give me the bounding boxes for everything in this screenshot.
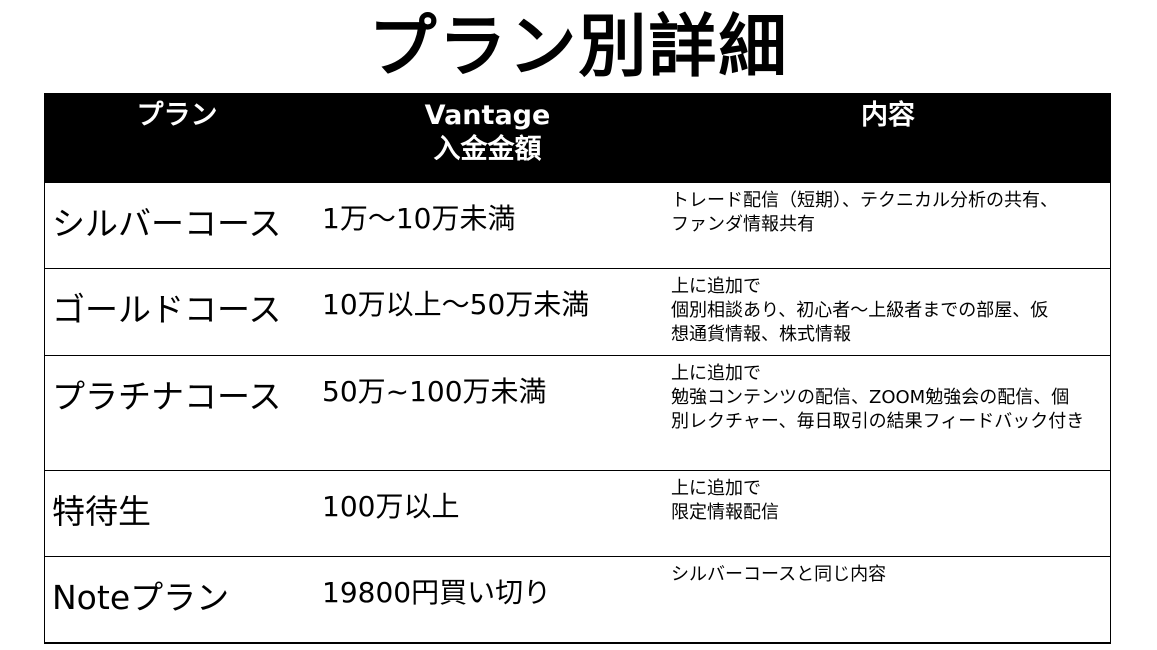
plan-table: プラン Vantage 入金金額 内容 シルバーコース 1万～10万未満 トレード配信… [44, 93, 1111, 643]
content-line: 上に追加で [671, 478, 761, 499]
deposit-amount: 10万以上～50万未満 [310, 268, 665, 356]
plan-name: 特待生 [44, 470, 310, 557]
content-line: シルバーコースと同じ内容 [671, 564, 887, 585]
table-row: シルバーコース 1万～10万未満 トレード配信（短期）、テクニカル分析の共有、 ファン… [44, 182, 1111, 269]
content-line: トレード配信（短期）、テクニカル分析の共有、 [671, 190, 1058, 211]
table-header-row: プラン Vantage 入金金額 内容 [44, 93, 1111, 183]
content-line: 想通貨情報、株式情報 [671, 324, 851, 345]
header-amount-line1: Vantage [424, 100, 551, 131]
table-row: Noteプラン 19800円買い切り シルバーコースと同じ内容 [44, 556, 1111, 643]
page-title: プラン別詳細 [368, 8, 789, 87]
deposit-amount: 50万~100万未満 [310, 355, 665, 471]
plan-name: シルバーコース [44, 182, 310, 269]
table-row: プラチナコース 50万~100万未満 上に追加で勉強コンテンツの配信、ZOOM勉強会… [44, 355, 1111, 471]
header-amount-line2: 入金金額 [433, 134, 542, 165]
plan-content: 上に追加で限定情報配信 [665, 470, 1111, 557]
header-content: 内容 [665, 93, 1111, 183]
content-line: 限定情報配信 [671, 502, 779, 523]
content-line: 別レクチャー、毎日取引の結果フィードバック付き [671, 411, 1085, 432]
plan-content: トレード配信（短期）、テクニカル分析の共有、 ファンダ情報共有 [665, 182, 1111, 269]
deposit-amount: 1万～10万未満 [310, 182, 665, 269]
header-amount: Vantage 入金金額 [310, 93, 665, 183]
content-line: 勉強コンテンツの配信、ZOOM勉強会の配信、個 [671, 387, 1070, 408]
content-line: 上に追加で [671, 363, 761, 384]
plan-name: プラチナコース [44, 355, 310, 471]
deposit-amount: 100万以上 [310, 470, 665, 557]
plan-content: シルバーコースと同じ内容 [665, 556, 1111, 643]
plan-name: ゴールドコース [44, 268, 310, 356]
plan-content: 上に追加で勉強コンテンツの配信、ZOOM勉強会の配信、個 別レクチャー、毎日取引の… [665, 355, 1111, 471]
table-row: 特待生 100万以上 上に追加で限定情報配信 [44, 470, 1111, 557]
plan-name: Noteプラン [44, 556, 310, 643]
content-line: ファンダ情報共有 [671, 214, 815, 235]
content-line: 個別相談あり、初心者～上級者までの部屋、仮 [671, 300, 1049, 321]
content-line: 上に追加で [671, 276, 761, 297]
plan-content: 上に追加で個別相談あり、初心者～上級者までの部屋、仮 想通貨情報、株式情報 [665, 268, 1111, 356]
table-row: ゴールドコース 10万以上～50万未満 上に追加で個別相談あり、初心者～上級者までの… [44, 268, 1111, 356]
deposit-amount: 19800円買い切り [310, 556, 665, 643]
header-plan: プラン [44, 93, 310, 183]
